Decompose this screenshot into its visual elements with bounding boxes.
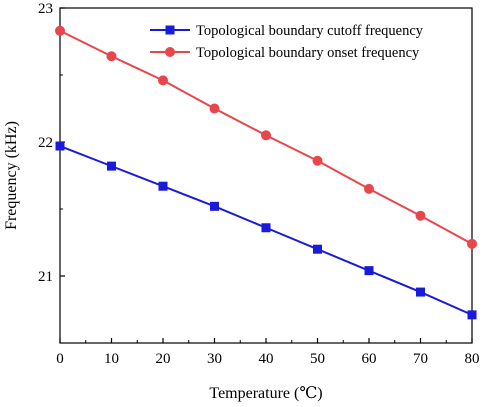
legend-marker: [165, 25, 175, 35]
data-point: [467, 238, 477, 249]
data-point: [158, 75, 168, 86]
data-point: [210, 201, 219, 211]
data-point: [261, 130, 271, 141]
data-point: [158, 181, 168, 191]
legend-item: Topological boundary cutoff frequency: [150, 23, 424, 39]
data-point: [106, 51, 117, 62]
y-tick-label: 21: [38, 269, 53, 285]
data-point: [364, 266, 374, 276]
data-point: [312, 155, 323, 166]
x-tick-label: 20: [156, 351, 171, 367]
x-tick-label: 10: [104, 351, 119, 367]
data-point: [313, 244, 322, 254]
series-2: [55, 25, 477, 249]
y-tick-label: 22: [38, 135, 53, 151]
data-point: [364, 183, 374, 194]
x-tick-label: 80: [465, 351, 480, 367]
legend: Topological boundary cutoff frequency Top…: [150, 23, 424, 61]
y-tick-label: 23: [38, 1, 53, 17]
data-point: [415, 210, 426, 221]
data-point: [467, 310, 477, 320]
data-point: [55, 25, 65, 36]
data-point: [55, 141, 65, 151]
data-point: [416, 287, 425, 297]
series-1: [55, 141, 477, 320]
x-tick-label: 30: [207, 351, 222, 367]
x-tick-label: 60: [362, 351, 377, 367]
y-axis-label: Frequency (kHz): [3, 121, 20, 230]
data-point: [209, 103, 220, 114]
legend-label: Topological boundary onset frequency: [196, 45, 420, 61]
x-tick-label: 40: [259, 351, 274, 367]
x-axis-label: Temperature (℃): [209, 385, 322, 402]
data-point: [261, 223, 271, 233]
x-axis: 0 10 20 30 40 50 60 70 80: [56, 338, 480, 367]
data-point: [107, 161, 116, 171]
x-tick-label: 0: [56, 351, 64, 367]
legend-item: Topological boundary onset frequency: [150, 45, 420, 61]
series-layer: [55, 25, 477, 320]
y-axis: 21 22 23: [38, 1, 65, 344]
legend-label: Topological boundary cutoff frequency: [196, 23, 424, 39]
legend-marker: [165, 47, 175, 57]
x-tick-label: 70: [413, 351, 428, 367]
x-tick-label: 50: [310, 351, 325, 367]
